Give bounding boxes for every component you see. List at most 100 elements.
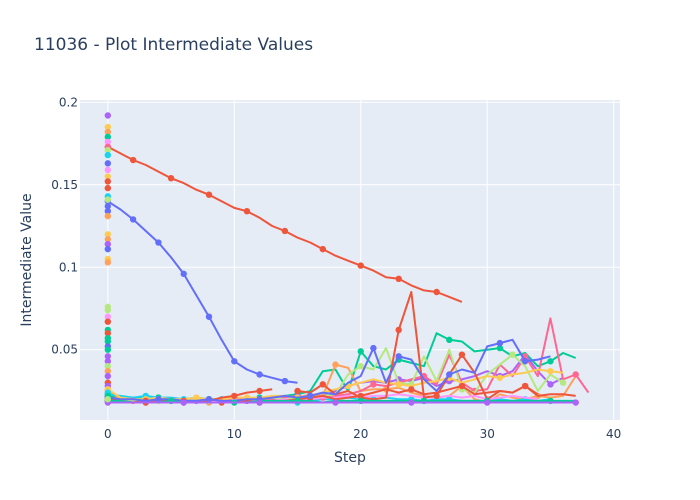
data-point (281, 227, 289, 235)
data-point (319, 381, 327, 388)
data-point (104, 112, 112, 119)
data-point (547, 367, 554, 375)
data-point (104, 138, 112, 146)
data-point (281, 377, 289, 385)
data-point (104, 358, 112, 365)
x-tick-label: 0 (104, 427, 112, 441)
chart-title: 11036 - Plot Intermediate Values (34, 35, 313, 55)
data-point (559, 379, 567, 386)
data-point (205, 396, 213, 403)
y-axis-title: Intermediate Value (19, 193, 35, 326)
data-point (104, 128, 112, 136)
x-axis-ticks: 0 10 20 30 40 (104, 427, 621, 441)
data-point (484, 399, 491, 406)
data-point (104, 338, 112, 345)
data-point (446, 336, 453, 344)
data-point (572, 371, 579, 378)
data-point (180, 270, 187, 278)
data-point (104, 178, 112, 185)
series-layer (104, 143, 590, 406)
data-point (104, 318, 112, 325)
data-point (357, 348, 364, 355)
gridlines (80, 100, 620, 420)
data-point (509, 351, 516, 358)
data-point (104, 353, 112, 360)
data-point (370, 344, 377, 352)
data-point (104, 207, 112, 215)
data-point (395, 326, 402, 334)
series-2 (104, 198, 298, 385)
data-point (155, 396, 162, 403)
y-axis-ticks: 0.05 0.1 0.15 0.2 (51, 95, 78, 356)
data-point (547, 358, 554, 365)
x-tick-label: 20 (353, 427, 368, 441)
data-point (104, 236, 112, 243)
data-point (104, 346, 112, 353)
data-point (180, 399, 187, 406)
data-point (104, 123, 112, 131)
x-tick-label: 10 (227, 427, 242, 441)
data-point (294, 387, 301, 395)
data-point (395, 353, 402, 360)
data-point (408, 386, 415, 393)
data-point (104, 306, 112, 314)
data-point (256, 399, 263, 406)
data-point (193, 394, 200, 401)
data-point (104, 245, 112, 253)
data-point (332, 361, 339, 368)
data-point (129, 156, 137, 164)
data-point (370, 381, 377, 388)
x-axis-title: Step (334, 450, 366, 466)
data-point (104, 212, 112, 220)
series-13 (294, 291, 539, 401)
data-point (104, 313, 112, 320)
data-point (256, 371, 263, 378)
data-point (395, 381, 402, 388)
data-point (496, 374, 504, 381)
data-point (104, 396, 112, 403)
data-point (332, 399, 339, 406)
data-point (104, 231, 112, 238)
data-point (104, 173, 112, 180)
data-point (408, 399, 415, 406)
plot-area (80, 100, 620, 420)
data-point (104, 259, 112, 266)
data-point (167, 174, 175, 182)
data-point (104, 363, 112, 370)
data-point (104, 146, 112, 154)
data-point (205, 313, 213, 320)
data-point (104, 166, 112, 174)
data-point (205, 191, 213, 198)
data-point (104, 151, 112, 159)
data-point (104, 160, 112, 167)
series-line (297, 291, 539, 401)
data-point (243, 207, 251, 215)
data-point (521, 358, 529, 365)
data-point (104, 203, 112, 210)
data-point (104, 372, 112, 380)
data-point (496, 339, 504, 347)
y-tick-label: 0.1 (59, 260, 78, 274)
x-tick-label: 40 (606, 427, 621, 441)
data-point (104, 240, 112, 248)
data-point (104, 196, 112, 203)
data-point (129, 216, 137, 223)
data-point (496, 344, 504, 352)
data-point (104, 330, 112, 337)
data-point (572, 399, 579, 406)
data-point (306, 392, 314, 400)
data-point (547, 381, 554, 388)
data-point (231, 392, 238, 400)
y-tick-label: 0.2 (59, 95, 78, 109)
x-tick-label: 30 (480, 427, 495, 441)
data-point (155, 239, 162, 246)
data-point (458, 382, 466, 390)
data-point (433, 288, 440, 296)
data-point (231, 358, 238, 365)
step0-markers (104, 112, 112, 403)
data-point (104, 133, 112, 141)
data-point (395, 275, 402, 283)
data-point (357, 262, 364, 269)
data-point (104, 367, 112, 375)
